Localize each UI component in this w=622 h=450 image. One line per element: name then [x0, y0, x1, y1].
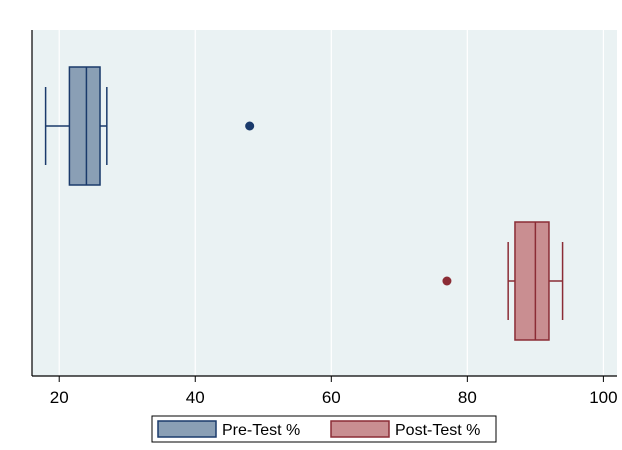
legend-label-1: Post-Test % [395, 422, 480, 439]
x-axis-ticks: 20 40 60 80 100 [50, 376, 618, 407]
x-tick-label: 80 [458, 388, 477, 407]
legend-label-0: Pre-Test % [222, 422, 300, 439]
x-tick-label: 100 [589, 388, 617, 407]
x-tick-label: 60 [322, 388, 341, 407]
box-iqr [514, 221, 550, 341]
legend-swatch-0 [157, 420, 217, 438]
x-tick-label: 20 [50, 388, 69, 407]
box-series-1 [442, 221, 564, 341]
outlier-point [245, 121, 255, 131]
box-plots [44, 66, 564, 341]
x-tick-label: 40 [186, 388, 205, 407]
legend: Pre-Test % Post-Test % [151, 415, 497, 443]
outlier-point [442, 276, 452, 286]
gridlines [58, 30, 604, 376]
legend-swatch-1 [330, 420, 390, 438]
box-iqr [68, 66, 101, 186]
box-series-0 [44, 66, 255, 186]
